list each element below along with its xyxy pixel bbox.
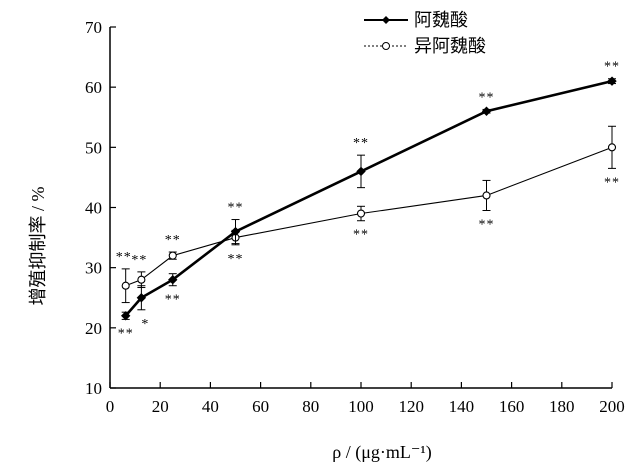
- significance-label: **: [165, 233, 181, 248]
- x-tick-label: 160: [499, 397, 525, 416]
- data-point: [356, 166, 366, 177]
- legend-label: 阿魏酸: [414, 10, 468, 30]
- significance-label: **: [353, 136, 369, 151]
- significance-label: **: [604, 175, 620, 190]
- data-point: [481, 106, 492, 116]
- significance-label: **: [479, 218, 495, 233]
- x-tick-label: 40: [202, 397, 219, 416]
- data-point: [607, 76, 617, 86]
- x-tick-label: 0: [106, 397, 115, 416]
- significance-label: **: [353, 228, 369, 243]
- y-tick-label: 70: [85, 18, 102, 37]
- x-tick-label: 80: [302, 397, 319, 416]
- series-ferulic-acid: *************: [118, 60, 620, 342]
- data-point: [136, 293, 147, 303]
- data-point: [168, 274, 178, 285]
- y-axis-label: 增殖抑制率 / %: [27, 186, 48, 305]
- y-tick-label: 30: [85, 259, 102, 278]
- significance-label: **: [118, 326, 134, 341]
- y-tick-label: 50: [85, 138, 102, 157]
- y-tick-label: 40: [85, 199, 102, 218]
- series-isoferulic-acid: ** ************: [116, 125, 620, 304]
- data-point: [137, 275, 146, 284]
- significance-label: **: [165, 293, 181, 308]
- data-point: [230, 226, 241, 237]
- significance-label: **: [228, 252, 244, 267]
- x-axis-label: ρ / (μg·mL⁻¹): [332, 442, 432, 463]
- significance-label: *: [141, 317, 149, 332]
- axes: 10 20 30 40 50 60 70 0 20 40 60 80 100 120 140 160 180 20…: [85, 18, 625, 416]
- series-layer: ** *************************: [116, 60, 620, 342]
- data-point: [121, 281, 130, 290]
- x-tick-label: 100: [348, 397, 374, 416]
- significance-label: **: [604, 60, 620, 75]
- significance-label: **: [131, 253, 147, 268]
- x-tick-label: 200: [599, 397, 625, 416]
- legend-label: 异阿魏酸: [414, 36, 486, 56]
- x-tick-label: 60: [252, 397, 269, 416]
- x-tick-label: 140: [449, 397, 475, 416]
- legend-marker: [382, 16, 390, 24]
- y-tick-label: 10: [85, 379, 102, 398]
- data-point: [356, 209, 366, 218]
- significance-label: **: [479, 90, 495, 105]
- y-tick-label: 60: [85, 78, 102, 97]
- data-point: [120, 311, 131, 321]
- significance-label: **: [228, 201, 244, 216]
- x-tick-label: 20: [152, 397, 169, 416]
- y-tick-label: 20: [85, 319, 102, 338]
- data-point: [482, 191, 491, 200]
- data-point: [168, 251, 177, 260]
- legend-marker: [382, 42, 390, 50]
- data-point: [607, 143, 617, 152]
- x-tick-label: 120: [398, 397, 424, 416]
- x-tick-label: 180: [549, 397, 575, 416]
- series-line: [124, 79, 613, 317]
- significance-label: **: [116, 250, 132, 265]
